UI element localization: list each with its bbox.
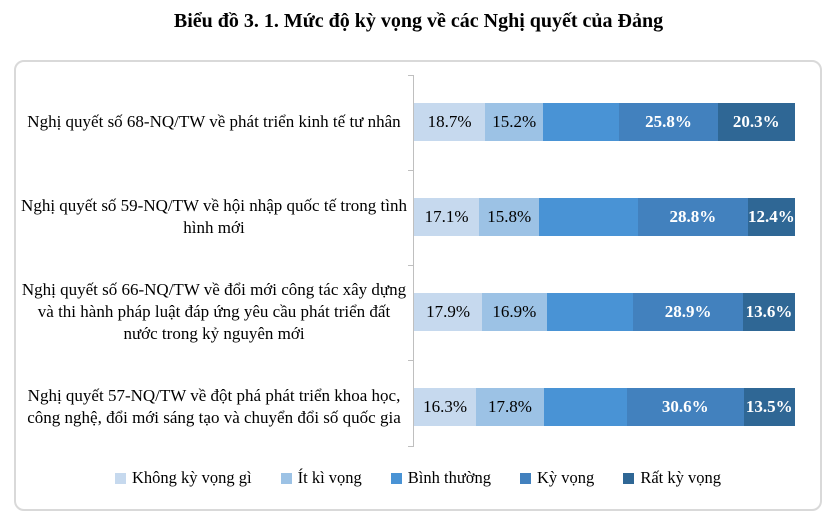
bar-row: 17.9% 16.9% 28.9% 13.6% [414, 293, 795, 331]
bar-segment-4: 28.8% [638, 198, 748, 236]
segment-label: 17.8% [488, 397, 532, 416]
category-axis [413, 75, 414, 447]
legend-swatch [520, 472, 532, 484]
legend-swatch [280, 472, 292, 484]
bar-segment-1: 16.3% [414, 388, 477, 426]
bar-segment-1: 18.7% [414, 103, 486, 141]
category-label: Nghị quyết 57-NQ/TW về đột phá phát triể… [27, 385, 401, 427]
segment-label: 30.6% [661, 397, 709, 416]
legend-item: Rất kỳ vọng [623, 468, 721, 488]
bar-segment-3 [543, 388, 627, 426]
axis-tick [408, 265, 414, 266]
segment-label: 13.6% [745, 302, 793, 321]
segment-label: 17.9% [426, 302, 471, 321]
bar-segment-5: 13.5% [743, 388, 795, 426]
legend-item: Kỳ vọng [520, 468, 594, 488]
bar-segment-2: 17.8% [476, 388, 544, 426]
bar-segment-4: 30.6% [626, 388, 744, 426]
segment-label: 12.4% [747, 207, 795, 226]
segment-label: 28.9% [664, 302, 712, 321]
bar-segment-1: 17.9% [414, 293, 483, 331]
bar-row: 18.7% 15.2% 25.8% 20.3% [414, 103, 795, 141]
category-labels-column: Nghị quyết số 68-NQ/TW về phát triển kin… [20, 62, 408, 462]
bar-segment-2: 16.9% [482, 293, 547, 331]
legend-label: Không kỳ vọng gì [132, 468, 252, 487]
legend-swatch [623, 472, 635, 484]
segment-label: 20.3% [732, 112, 780, 131]
category-label: Nghị quyết số 66-NQ/TW về đổi mới công t… [21, 279, 407, 344]
legend-item: Không kỳ vọng gì [115, 468, 252, 488]
bar-segment-2: 15.2% [485, 103, 544, 141]
bar-segment-5: 20.3% [717, 103, 795, 141]
axis-tick [408, 170, 414, 171]
plot-area: Nghị quyết số 68-NQ/TW về phát triển kin… [16, 62, 820, 509]
bar-segment-3 [543, 103, 620, 141]
legend: Không kỳ vọng gì Ít kì vọng Bình thường Kỳ … [16, 468, 820, 488]
legend-item: Bình thường [390, 468, 492, 488]
bar-segment-4: 25.8% [619, 103, 718, 141]
segment-label: 18.7% [427, 112, 472, 131]
axis-tick [408, 446, 414, 447]
bar-segment-3 [539, 198, 638, 236]
bar-segment-5: 12.4% [747, 198, 795, 236]
chart-frame: Nghị quyết số 68-NQ/TW về phát triển kin… [14, 60, 822, 511]
bar-segment-1: 17.1% [414, 198, 480, 236]
segment-label: 16.3% [423, 397, 467, 416]
bar-segment-2: 15.8% [479, 198, 540, 236]
category-label: Nghị quyết số 59-NQ/TW về hội nhập quốc … [21, 195, 407, 237]
category-label: Nghị quyết số 68-NQ/TW về phát triển kin… [27, 111, 401, 131]
bar-row: 16.3% 17.8% 30.6% 13.5% [414, 388, 795, 426]
legend-swatch [115, 472, 126, 484]
bar-segment-3 [546, 293, 634, 331]
legend-label: Ít kì vọng [297, 468, 362, 487]
bar-segment-5: 13.6% [743, 293, 795, 331]
bar-row: 17.1% 15.8% 28.8% 12.4% [414, 198, 795, 236]
segment-label: 28.8% [669, 207, 717, 226]
axis-tick [408, 75, 414, 76]
segment-label: 15.8% [487, 207, 532, 226]
legend-item: Ít kì vọng [280, 468, 362, 488]
legend-swatch [390, 472, 402, 484]
segment-label: 13.5% [745, 397, 793, 416]
legend-label: Kỳ vọng [537, 468, 595, 487]
legend-label: Bình thường [407, 468, 492, 487]
chart-title: Biểu đồ 3. 1. Mức độ kỳ vọng về các Nghị… [173, 10, 664, 32]
bar-segment-4: 28.9% [633, 293, 744, 331]
segment-label: 25.8% [645, 112, 692, 131]
segment-label: 15.2% [492, 112, 537, 131]
axis-tick [408, 360, 414, 361]
bars-column: 18.7% 15.2% 25.8% 20.3% 17.1% 15.8% 28.8% 12.4%… [414, 62, 795, 462]
segment-label: 16.9% [492, 302, 537, 321]
segment-label: 17.1% [424, 207, 469, 226]
legend-label: Rất kỳ vọng [640, 468, 721, 487]
